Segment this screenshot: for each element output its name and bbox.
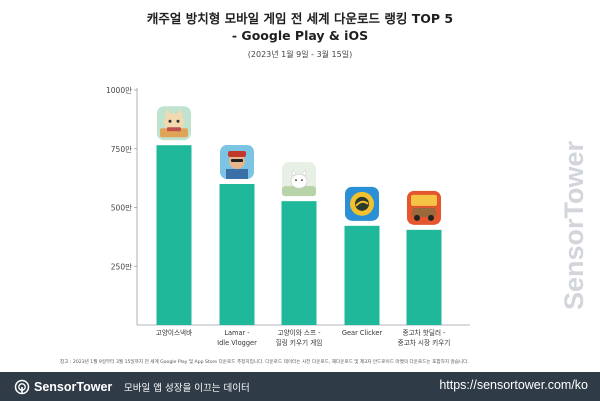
footnote: 참고 : 2023년 1월 9일부터 3월 15일까지 전 세계 Google …	[60, 360, 469, 365]
chart-subtitle: (2023년 1월 9일 - 3월 15일)	[247, 50, 353, 59]
cats-and-soup-icon	[282, 162, 316, 197]
footer-bar: SensorTower 모바일 앱 성장을 이끄는 데이터 https://se…	[0, 372, 600, 401]
watermark-text: SensorTower	[559, 140, 589, 310]
x-category-label: 힐링 키우기 게임	[276, 338, 323, 347]
footer-url-link[interactable]: https://sensortower.com/ko	[439, 378, 588, 392]
x-category-label: 고양이스낵바	[156, 328, 192, 337]
x-category-label: 중고차 핫딜러 -	[403, 328, 447, 337]
y-tick-label: 250만	[111, 262, 132, 271]
footer-brand: SensorTower	[14, 378, 112, 395]
bar	[344, 225, 380, 325]
y-tick-label: 1000만	[106, 86, 132, 95]
chart-title: 캐주얼 방치형 모바일 게임 전 세계 다운로드 랭킹 TOP 5 - Goog…	[0, 10, 600, 44]
bar	[281, 201, 317, 325]
x-category-label: Idle Vlogger	[217, 339, 257, 347]
y-tick-label: 500만	[111, 204, 132, 213]
sensortower-logo-icon	[14, 379, 30, 394]
chart-title-line-1: 캐주얼 방치형 모바일 게임 전 세계 다운로드 랭킹 TOP 5	[146, 11, 454, 26]
sensortower-watermark: SensorTower	[559, 140, 589, 310]
x-category-label: 고양이와 스프 -	[278, 328, 322, 337]
x-category-label: Lamar -	[224, 329, 250, 337]
bar	[156, 145, 192, 325]
bar	[219, 184, 255, 325]
cat-snack-bar-icon	[157, 106, 191, 141]
x-category-label: Gear Clicker	[342, 329, 383, 337]
chart-title-line-2: - Google Play & iOS	[231, 28, 369, 43]
bar	[406, 229, 442, 325]
used-car-tycoon-icon	[407, 190, 441, 225]
y-tick-label: 750만	[111, 145, 132, 154]
lamar-idle-vlogger-icon	[220, 145, 254, 179]
gear-clicker-icon	[345, 186, 379, 221]
footer-tagline: 모바일 앱 성장을 이끄는 데이터	[124, 383, 250, 394]
footer-brand-name: SensorTower	[34, 379, 113, 394]
x-category-label: 중고차 시장 키우기	[398, 338, 451, 347]
